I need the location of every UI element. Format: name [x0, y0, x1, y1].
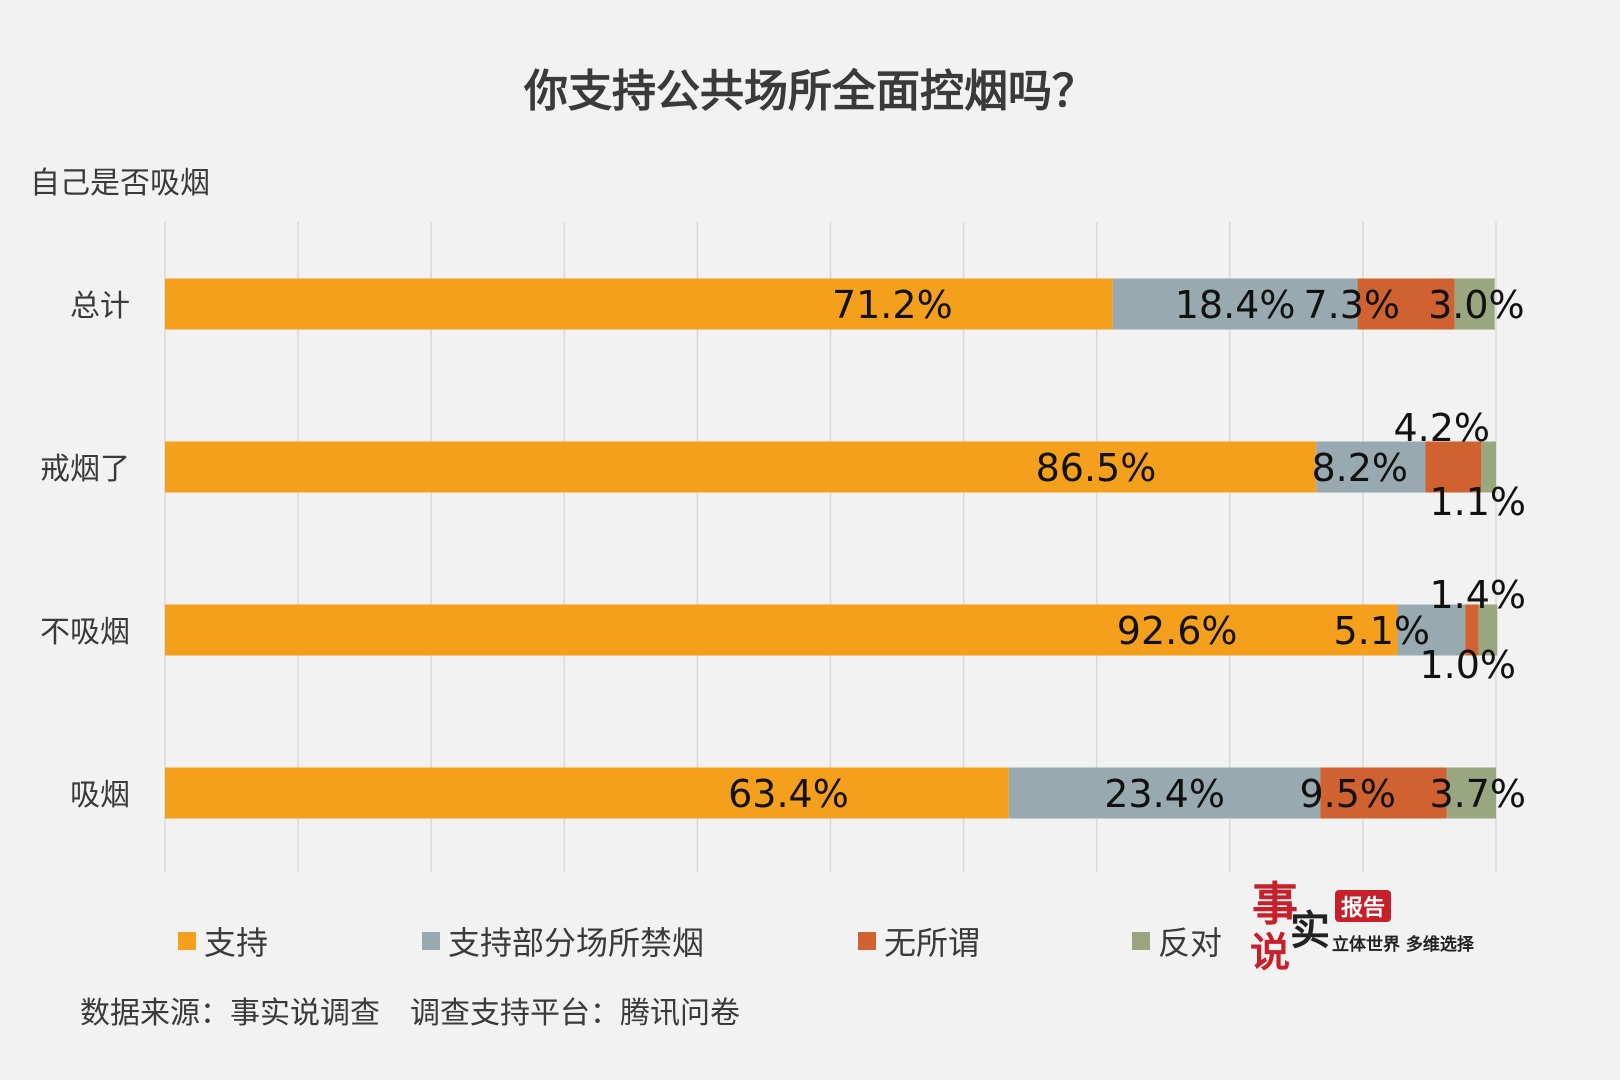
bar-segment [1320, 767, 1447, 819]
logo-char-3: 说 [1250, 929, 1290, 976]
data-label: 5.1% [1333, 609, 1430, 653]
brand-logo: 事 实 说 报告 立体世界 多维选择 [1250, 868, 1490, 988]
data-source: 数据来源：事实说调查 调查支持平台：腾讯问卷 [80, 996, 740, 1031]
legend-swatch-support [178, 932, 196, 950]
category-label: 戒烟了 [40, 452, 130, 487]
data-label: 18.4% [1175, 283, 1296, 327]
logo-char-2: 实 [1290, 907, 1330, 954]
bar-segment [165, 604, 1398, 656]
bar-segment [1316, 441, 1426, 493]
legend-swatch-partial [422, 932, 440, 950]
bar-segment [1446, 767, 1496, 819]
bar-segment [165, 441, 1317, 493]
bar-segment [1425, 441, 1482, 493]
data-label: 4.2% [1393, 406, 1490, 450]
data-label: 86.5% [1036, 446, 1157, 490]
data-label: 3.7% [1429, 772, 1526, 816]
data-label: 23.4% [1104, 772, 1225, 816]
legend-swatch-oppose [1132, 932, 1150, 950]
data-label: 71.2% [832, 283, 953, 327]
legend-swatch-indifferent [858, 932, 876, 950]
logo-char-1: 事 [1252, 877, 1298, 931]
chart-title: 你支持公共场所全面控烟吗？ [524, 66, 1096, 117]
bar-segment [1008, 767, 1321, 819]
logo-slogan: 立体世界 多维选择 [1332, 935, 1474, 955]
data-label: 8.2% [1311, 446, 1408, 490]
bar-segment [1397, 604, 1466, 656]
legend-label-partial: 支持部分场所禁烟 [448, 924, 705, 962]
data-label: 1.0% [1419, 643, 1516, 687]
legend-label-support: 支持 [204, 924, 269, 962]
bar-segment [165, 767, 1009, 819]
data-label: 1.1% [1429, 480, 1526, 524]
legend-item-partial: 支持部分场所禁烟 [422, 918, 704, 964]
bar-segment [1112, 278, 1358, 330]
logo-badge: 报告 [1335, 890, 1392, 922]
y-axis-title: 自己是否吸烟 [30, 166, 210, 201]
category-label: 总计 [70, 289, 130, 324]
legend-item-indifferent: 无所谓 [858, 918, 980, 964]
bar-segment [1481, 441, 1496, 493]
bar-segment [165, 278, 1113, 330]
data-label: 3.0% [1428, 283, 1525, 327]
bar-segment [1454, 278, 1495, 330]
data-label: 63.4% [728, 772, 849, 816]
data-label: 7.3% [1303, 283, 1400, 327]
data-label: 9.5% [1299, 772, 1396, 816]
legend-item-support: 支持 [178, 918, 268, 964]
legend-label-indifferent: 无所谓 [884, 924, 981, 962]
data-label: 92.6% [1117, 609, 1238, 653]
legend-item-oppose: 反对 [1132, 918, 1222, 964]
category-label: 不吸烟 [40, 615, 130, 650]
bar-segment [1357, 278, 1455, 330]
legend-label-oppose: 反对 [1158, 924, 1223, 962]
category-label: 吸烟 [70, 778, 130, 813]
bar-segment [1478, 604, 1498, 656]
data-label: 1.4% [1429, 573, 1526, 617]
bar-segment [1465, 604, 1479, 656]
